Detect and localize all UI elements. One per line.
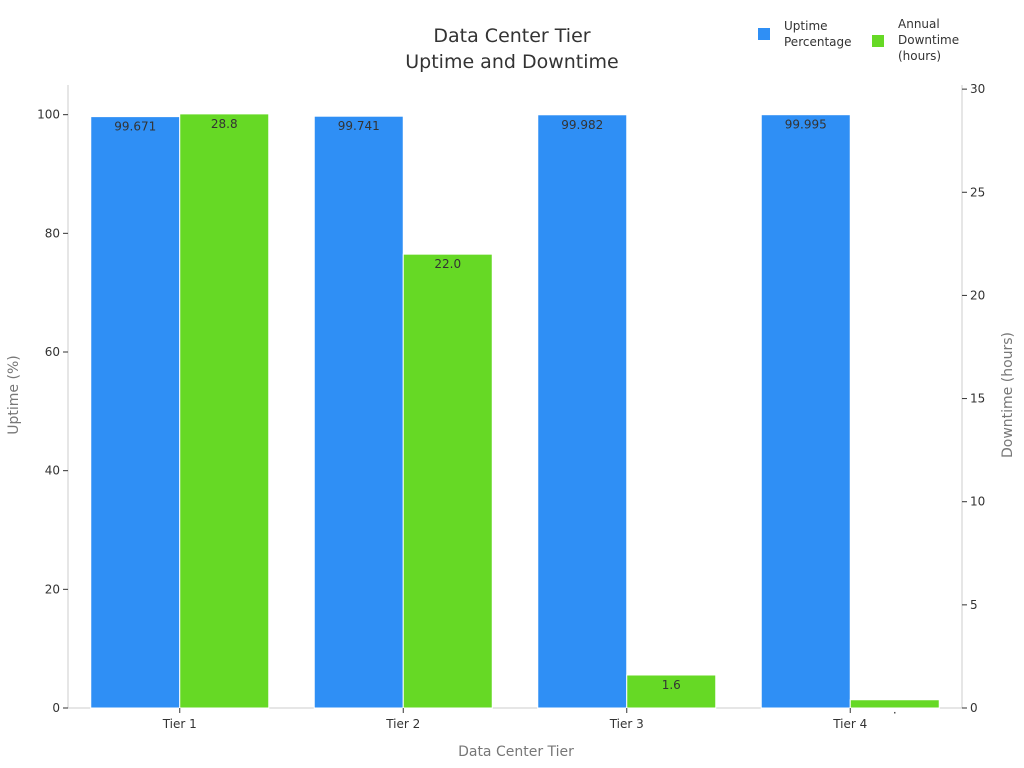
y-right-tick-label: 0 <box>970 701 978 715</box>
legend-label-uptime: Percentage <box>784 35 852 49</box>
bar-downtime <box>626 674 717 709</box>
y-left-tick-label: 40 <box>45 464 60 478</box>
bar-uptime <box>313 115 404 709</box>
bar-uptime <box>537 114 628 709</box>
chart-title-line-1: Data Center Tier <box>433 25 590 47</box>
y-left-tick-label: 20 <box>45 582 60 596</box>
data-label-uptime: 99.982 <box>561 118 603 132</box>
bar-uptime <box>760 114 851 709</box>
x-tick-label: Tier 2 <box>385 717 420 731</box>
legend-label-downtime: (hours) <box>898 49 941 63</box>
data-label-uptime: 99.741 <box>338 119 380 133</box>
plot-area: 0 20 40 60 80 100 0 5 10 15 20 25 30 99.671 28.8 Tier 1… <box>37 82 985 731</box>
data-label-uptime: 99.995 <box>785 118 827 132</box>
y-right-tick-label: 20 <box>970 288 985 302</box>
x-axis-label: Data Center Tier <box>458 744 574 760</box>
data-label-downtime: 1.6 <box>662 678 681 692</box>
y-right-tick-label: 15 <box>970 392 985 406</box>
chart-title-line-2: Uptime and Downtime <box>405 51 618 73</box>
y-left-tick-label: 100 <box>37 108 60 122</box>
data-label-downtime: . <box>893 703 897 717</box>
x-tick-label: Tier 4 <box>832 717 867 731</box>
bar-downtime <box>849 699 940 709</box>
legend-label-downtime: Downtime <box>898 33 959 47</box>
x-tick-label: Tier 3 <box>609 717 644 731</box>
legend-swatch-uptime <box>758 28 770 40</box>
bar-downtime <box>402 253 493 709</box>
legend-swatch-downtime <box>872 35 884 47</box>
y-right-tick-label: 10 <box>970 495 985 509</box>
y-right-tick-label: 25 <box>970 185 985 199</box>
data-label-downtime: 22.0 <box>434 257 461 271</box>
x-tick-label: Tier 1 <box>162 717 197 731</box>
data-label-uptime: 99.671 <box>114 120 156 134</box>
y-left-tick-label: 0 <box>52 701 60 715</box>
bar-uptime <box>90 116 181 709</box>
legend-label-uptime: Uptime <box>784 19 828 33</box>
y-left-tick-label: 80 <box>45 226 60 240</box>
legend: Uptime Percentage Annual Downtime (hours) <box>758 17 959 63</box>
legend-label-downtime: Annual <box>898 17 940 31</box>
y-left-tick-label: 60 <box>45 345 60 359</box>
y-axis-left-label: Uptime (%) <box>6 355 22 434</box>
bar-downtime <box>179 113 270 709</box>
y-right-tick-label: 5 <box>970 598 978 612</box>
data-label-downtime: 28.8 <box>211 117 238 131</box>
y-right-tick-label: 30 <box>970 82 985 96</box>
y-axis-right-label: Downtime (hours) <box>1000 332 1016 458</box>
